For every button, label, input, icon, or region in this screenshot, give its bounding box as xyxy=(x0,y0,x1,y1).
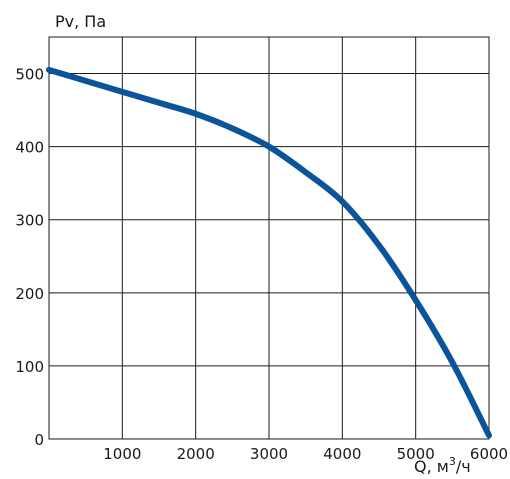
x-axis-title-tail: /ч xyxy=(456,457,471,476)
x-axis-title: Q, м3/ч xyxy=(414,455,471,476)
x-tick-label: 5000 xyxy=(397,445,435,463)
x-tick-label: 3000 xyxy=(250,445,288,463)
y-tick-label: 0 xyxy=(34,431,44,449)
y-tick-label: 200 xyxy=(15,285,44,303)
series-line xyxy=(46,66,492,439)
y-tick-label: 500 xyxy=(15,66,44,84)
y-tick-label: 400 xyxy=(15,139,44,157)
x-tick-label: 1000 xyxy=(103,445,141,463)
x-axis-title-sup: 3 xyxy=(449,455,456,468)
labels: 1000 2000 3000 4000 5000 6000 0 100 200 300 400 500 xyxy=(15,66,508,463)
x-axis-title-main: Q, м xyxy=(414,457,449,476)
x-tick-label: 6000 xyxy=(470,445,508,463)
y-tick-label: 300 xyxy=(15,212,44,230)
x-tick-label: 2000 xyxy=(177,445,215,463)
y-axis-title: Pv, Па xyxy=(55,12,106,31)
y-tick-label: 100 xyxy=(15,358,44,376)
grid xyxy=(48,36,490,440)
curve-layer xyxy=(46,66,492,439)
x-tick-label: 4000 xyxy=(323,445,361,463)
